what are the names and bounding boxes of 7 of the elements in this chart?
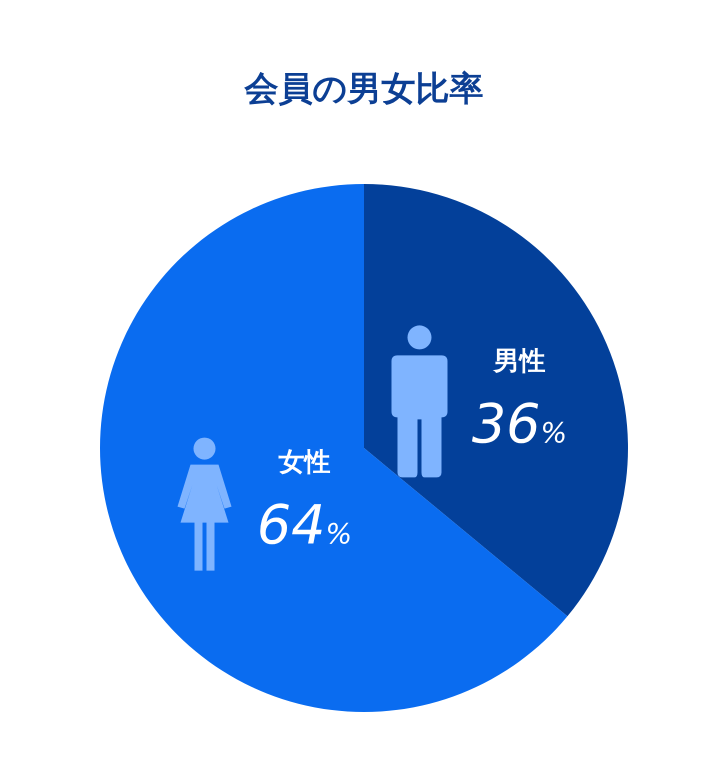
pie-slice: [364, 184, 628, 616]
chart-title: 会員の男女比率: [244, 69, 484, 109]
slice-label: 男性: [492, 346, 546, 376]
slice-label: 女性: [278, 448, 331, 478]
data-label: 36%: [472, 392, 568, 456]
pie-slice: [100, 184, 568, 712]
data-label: 64%: [256, 494, 352, 557]
